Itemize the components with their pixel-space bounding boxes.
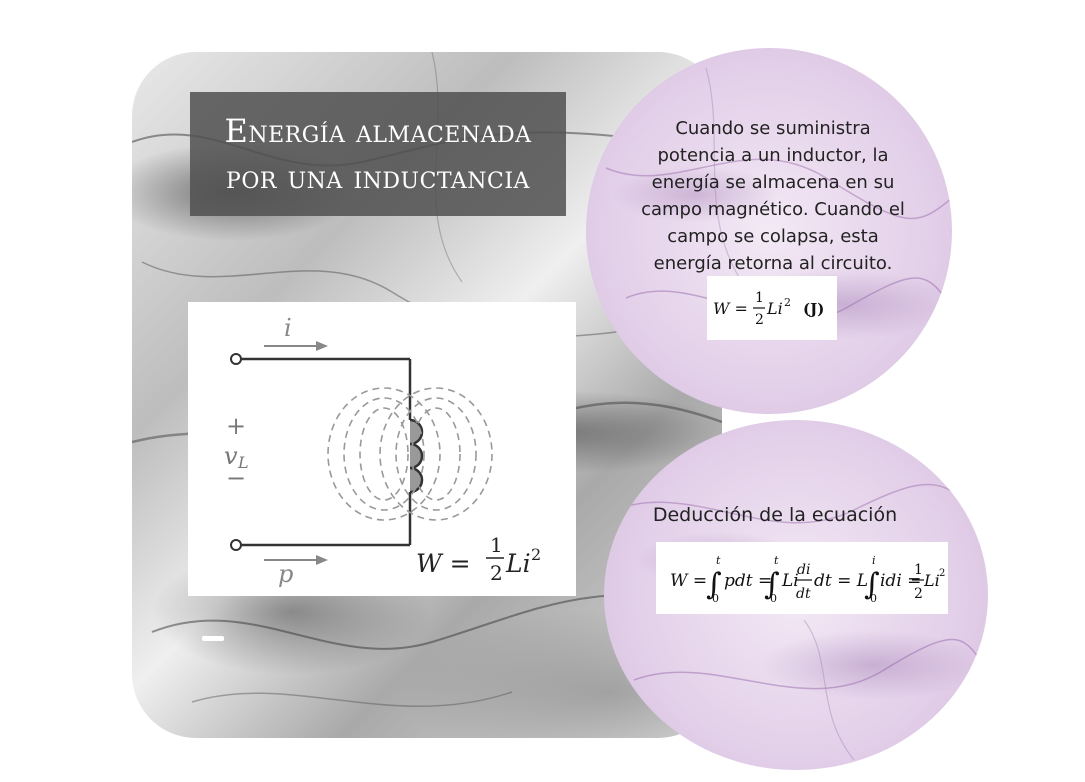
deduction-formula: W = ∫ t 0 pdt = ∫ t 0 Li di dt dt = L ∫ … <box>670 554 945 605</box>
voltage-label: v <box>224 442 238 470</box>
energy-formula-num: 1 <box>755 290 764 306</box>
current-arrow-head <box>316 341 328 351</box>
half-num: 1 <box>914 562 923 578</box>
energy-formula-exp: 2 <box>784 296 791 309</box>
circuit-formula-lhs: W = <box>416 549 471 578</box>
title-banner: Energía almacenada por una inductancia <box>190 92 566 216</box>
voltage-subscript: L <box>237 453 249 472</box>
inductor-coil <box>409 418 424 494</box>
energy-formula-den: 2 <box>755 312 764 328</box>
half-den: 2 <box>914 586 923 602</box>
power-label: p <box>278 560 293 588</box>
circuit-formula-num: 1 <box>490 533 503 557</box>
power-arrow-head <box>316 555 328 565</box>
integral-3-lower: 0 <box>870 592 877 605</box>
energy-formula-lhs: W = <box>713 299 748 318</box>
title-line-2: por una inductancia <box>226 158 530 196</box>
energy-formula-unit: (J) <box>803 300 824 318</box>
integral-1-lower: 0 <box>712 592 719 605</box>
integral-2-tail: dt = L <box>814 571 868 591</box>
energy-formula: W = 1 2 Li 2 (J) <box>713 290 824 328</box>
integral-3-body: idi = <box>880 571 921 591</box>
integral-2-icon: ∫ <box>764 567 780 602</box>
deduction-result: Li <box>923 571 940 590</box>
circuit-formula-den: 2 <box>490 561 503 585</box>
circuit-formula-body: Li <box>505 549 531 578</box>
terminal-bottom <box>230 539 242 551</box>
fraction-den: dt <box>796 586 811 602</box>
integral-1-icon: ∫ <box>706 567 722 602</box>
integral-2-upper: t <box>774 554 779 567</box>
fraction-num: di <box>797 562 810 578</box>
energy-formula-body: Li <box>766 299 783 318</box>
plus-sign: + <box>226 412 246 440</box>
deduction-w-eq: W = <box>670 571 707 591</box>
energy-formula-box: W = 1 2 Li 2 (J) <box>707 276 837 340</box>
deduction-result-exp: 2 <box>939 568 945 579</box>
white-dash-mark <box>202 636 224 641</box>
title-line-1: Energía almacenada <box>224 112 532 150</box>
integral-2-lower: 0 <box>770 592 777 605</box>
integral-2-body: Li <box>781 571 799 591</box>
circuit-formula-exp: 2 <box>531 545 541 564</box>
magnetic-field-lines <box>327 387 493 521</box>
integral-3-icon: ∫ <box>864 567 880 602</box>
integral-1-body: pdt = <box>724 571 772 591</box>
minus-sign: − <box>226 464 246 492</box>
inductor-circuit-diagram: i + v L − p W = 1 2 <box>188 302 576 596</box>
current-label: i <box>284 314 292 342</box>
integral-1-upper: t <box>716 554 721 567</box>
description-circle <box>586 48 952 414</box>
description-text: Cuando se suministra potencia a un induc… <box>641 118 905 274</box>
purple-marble-veins-bottom <box>613 483 988 761</box>
circuit-svg: i + v L − p W = 1 2 <box>224 314 541 588</box>
deduction-formula-box: W = ∫ t 0 pdt = ∫ t 0 Li di dt dt = L ∫ … <box>656 542 948 614</box>
terminal-top <box>230 353 242 365</box>
deduction-title: Deducción de la ecuación <box>652 504 898 526</box>
integral-3-upper: i <box>872 554 876 567</box>
